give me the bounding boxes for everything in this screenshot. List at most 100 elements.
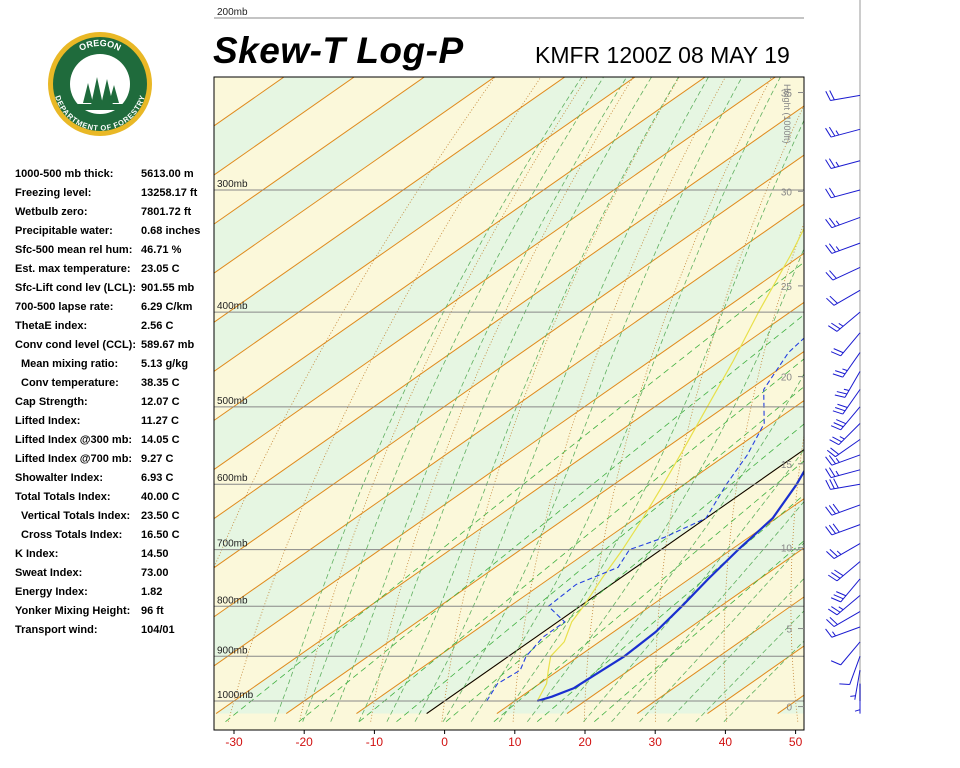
- wind-barb: [825, 503, 861, 516]
- stat-label: Sweat Index:: [15, 567, 83, 579]
- x-tick-label: -20: [296, 735, 314, 749]
- stat-row: Yonker Mixing Height: 96 ft: [15, 605, 215, 624]
- pressure-label: 700mb: [217, 539, 248, 550]
- dry-adiabat-line: [790, 432, 804, 722]
- stat-value: 96 ft: [141, 605, 164, 617]
- stat-value: 23.05 C: [141, 263, 180, 275]
- stat-value: 40.00 C: [141, 491, 180, 503]
- stat-row: Lifted Index @300 mb: 14.05 C: [15, 434, 215, 453]
- wind-barb: [825, 626, 861, 638]
- x-tick-label: 50: [789, 735, 803, 749]
- moist-adiabat-line: [330, 77, 628, 722]
- wind-barb: [832, 352, 861, 378]
- stat-label: Conv temperature:: [21, 377, 119, 389]
- pressure-label: 900mb: [217, 645, 248, 656]
- stat-row: ThetaE index: 2.56 C: [15, 320, 215, 339]
- dry-adiabat-line: [299, 77, 588, 722]
- stat-value: 46.71 %: [141, 244, 182, 256]
- wind-barb: [829, 423, 861, 446]
- stat-label: 700-500 lapse rate:: [15, 301, 114, 313]
- wind-barb: [830, 332, 861, 357]
- stat-label: Lifted Index @300 mb:: [15, 434, 133, 446]
- mixing-ratio-line: [594, 540, 804, 723]
- height-tick-label: 0: [786, 703, 792, 714]
- plot-area: 0.412358: [214, 0, 960, 723]
- wind-barb: [825, 454, 861, 466]
- stat-value: 0.68 inches: [141, 225, 201, 237]
- stat-value: 9.27 C: [141, 453, 174, 465]
- stat-label: Transport wind:: [15, 624, 98, 636]
- height-tick-label: 25: [781, 282, 793, 293]
- stat-value: 901.55 mb: [141, 282, 195, 294]
- isotherm-band: [214, 106, 804, 568]
- stat-value: 13258.17 ft: [141, 187, 198, 199]
- stat-row: Showalter Index: 6.93 C: [15, 472, 215, 491]
- isotherm-line: [214, 105, 804, 520]
- dry-adiabat-line: [919, 0, 960, 722]
- x-tick-label: 40: [719, 735, 733, 749]
- mixing-ratio-line: [493, 460, 804, 723]
- chart-title: Skew-T Log-P: [213, 30, 464, 71]
- stat-label: Freezing level:: [15, 187, 92, 199]
- stat-label: Precipitable water:: [15, 225, 113, 237]
- dewpoint-profile-line: [486, 337, 804, 702]
- isotherm-line: [214, 77, 636, 372]
- stat-value: 5.13 g/kg: [141, 358, 189, 370]
- stat-row: Total Totals Index: 40.00 C: [15, 491, 215, 510]
- wind-barb: [825, 126, 861, 138]
- stat-row: Sfc-500 mean rel hum: 46.71 %: [15, 244, 215, 263]
- wind-barb: [825, 266, 861, 281]
- wind-barb: [850, 670, 861, 700]
- wind-barb: [854, 683, 861, 714]
- stat-row: 1000-500 mb thick: 5613.00 m: [15, 168, 215, 187]
- wind-barb: [825, 158, 861, 170]
- wind-barb: [832, 389, 861, 415]
- mixing-ratio-label: 0.4: [886, 170, 905, 189]
- moist-adiabat-line: [302, 77, 605, 722]
- wind-barb: [825, 90, 861, 102]
- stat-label: Wetbulb zero:: [15, 206, 88, 218]
- stat-row: Sfc-Lift cond lev (LCL): 901.55 mb: [15, 282, 215, 301]
- stat-row: Est. max temperature: 23.05 C: [15, 263, 215, 282]
- mixing-ratio-line: [358, 358, 804, 723]
- stat-label: Est. max temperature:: [15, 263, 131, 275]
- pressure-label: 400mb: [217, 301, 248, 312]
- stat-value: 2.56 C: [141, 320, 174, 332]
- pressure-label: 200mb: [217, 7, 248, 18]
- stat-row: Sweat Index: 73.00: [15, 567, 215, 586]
- wind-barb: [825, 242, 861, 254]
- x-tick-label: -10: [366, 735, 384, 749]
- isotherm-line: [777, 694, 804, 714]
- wind-barb: [825, 467, 861, 479]
- sounding-indices-panel: 1000-500 mb thick: 5613.00 m Freezing leve…: [15, 168, 215, 643]
- pressure-label: 500mb: [217, 396, 248, 407]
- height-tick-label: 10: [781, 544, 793, 555]
- stat-row: Freezing level: 13258.17 ft: [15, 187, 215, 206]
- stat-label: Vertical Totals Index:: [21, 510, 131, 522]
- stat-label: ThetaE index:: [15, 320, 88, 332]
- svg-text:OREGON: OREGON: [77, 38, 122, 53]
- dry-adiabat-line: [512, 77, 726, 722]
- stat-row: Mean mixing ratio: 5.13 g/kg: [15, 358, 215, 377]
- isotherm-line: [214, 77, 777, 471]
- stat-value: 6.29 C/km: [141, 301, 193, 313]
- isotherm-line: [214, 154, 804, 569]
- isotherm-line: [214, 77, 706, 422]
- x-tick-label: 20: [578, 735, 592, 749]
- stat-row: Lifted Index: 11.27 C: [15, 415, 215, 434]
- moist-adiabat-line: [498, 119, 804, 722]
- stat-label: Lifted Index @700 mb:: [15, 453, 133, 465]
- pressure-label: 300mb: [217, 179, 248, 190]
- mixing-ratio-label: 1: [951, 176, 960, 189]
- wind-barb: [830, 578, 861, 603]
- stat-value: 5613.00 m: [141, 168, 194, 180]
- moist-adiabat-line: [386, 77, 680, 722]
- stat-label: Showalter Index:: [15, 472, 104, 484]
- wind-barb: [834, 371, 861, 398]
- wind-barb: [826, 439, 861, 458]
- isotherm-line: [214, 77, 496, 274]
- isotherm-line: [214, 203, 804, 618]
- stat-value: 16.50 C: [141, 529, 180, 541]
- isotherm-band: [214, 204, 804, 666]
